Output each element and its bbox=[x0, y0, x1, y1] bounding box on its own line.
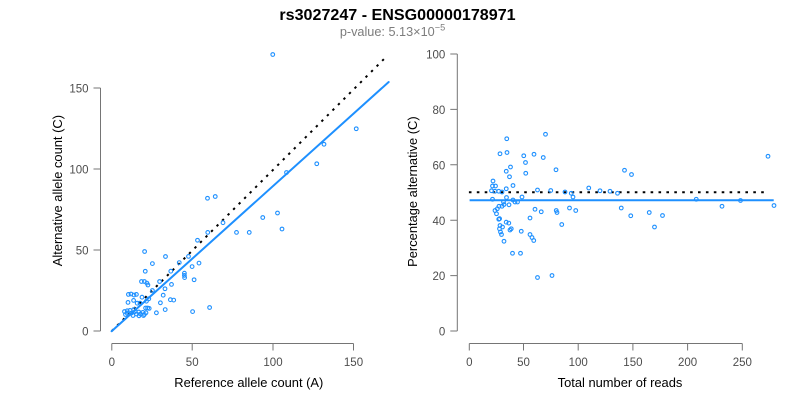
svg-text:0: 0 bbox=[109, 357, 115, 369]
svg-text:0: 0 bbox=[439, 327, 445, 339]
svg-text:50: 50 bbox=[186, 357, 199, 369]
svg-text:80: 80 bbox=[433, 105, 446, 117]
svg-text:0: 0 bbox=[466, 357, 472, 369]
svg-text:rs3027247 - ENSG00000178971: rs3027247 - ENSG00000178971 bbox=[279, 6, 515, 24]
svg-text:100: 100 bbox=[569, 357, 588, 369]
svg-text:150: 150 bbox=[623, 357, 642, 369]
svg-text:50: 50 bbox=[76, 246, 89, 258]
svg-text:200: 200 bbox=[678, 357, 697, 369]
svg-text:Reference allele count (A): Reference allele count (A) bbox=[174, 375, 323, 390]
svg-text:Alternative allele count (C): Alternative allele count (C) bbox=[50, 115, 65, 266]
svg-text:150: 150 bbox=[69, 84, 88, 96]
svg-text:p-value: 5.13×10−5: p-value: 5.13×10−5 bbox=[340, 23, 445, 40]
svg-text:Total number of reads: Total number of reads bbox=[558, 375, 683, 390]
svg-text:20: 20 bbox=[433, 271, 446, 283]
svg-text:60: 60 bbox=[433, 160, 446, 172]
svg-text:40: 40 bbox=[433, 216, 446, 228]
svg-text:Percentage alternative (C): Percentage alternative (C) bbox=[405, 116, 420, 266]
svg-text:100: 100 bbox=[426, 50, 445, 62]
svg-text:150: 150 bbox=[344, 357, 363, 369]
svg-text:0: 0 bbox=[82, 327, 88, 339]
svg-text:100: 100 bbox=[69, 165, 88, 177]
svg-text:100: 100 bbox=[263, 357, 282, 369]
svg-text:50: 50 bbox=[517, 357, 530, 369]
svg-text:250: 250 bbox=[733, 357, 752, 369]
